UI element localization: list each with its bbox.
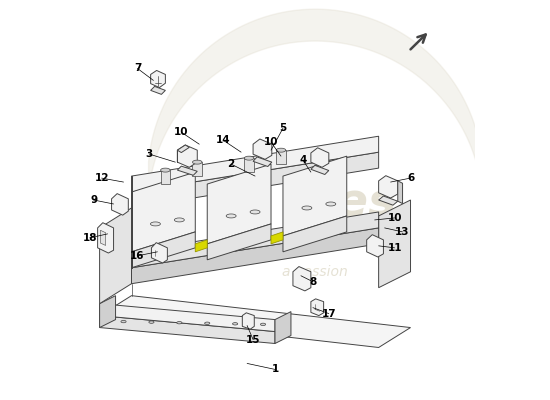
Ellipse shape xyxy=(151,222,161,226)
Polygon shape xyxy=(207,224,271,260)
Polygon shape xyxy=(100,208,131,304)
Ellipse shape xyxy=(226,214,236,218)
Ellipse shape xyxy=(276,148,286,152)
Polygon shape xyxy=(100,296,116,328)
Polygon shape xyxy=(398,181,403,204)
Text: 15: 15 xyxy=(246,334,260,344)
Polygon shape xyxy=(177,145,197,167)
Polygon shape xyxy=(112,194,128,215)
Polygon shape xyxy=(177,166,197,175)
Text: 10: 10 xyxy=(174,127,189,137)
Polygon shape xyxy=(378,176,398,198)
Text: 11: 11 xyxy=(387,243,402,253)
Ellipse shape xyxy=(149,321,154,323)
Polygon shape xyxy=(253,157,272,166)
Ellipse shape xyxy=(326,202,336,206)
Text: 12: 12 xyxy=(95,173,109,183)
Polygon shape xyxy=(97,223,113,253)
Polygon shape xyxy=(283,156,346,236)
Ellipse shape xyxy=(302,206,312,210)
Text: 1: 1 xyxy=(271,364,279,374)
Ellipse shape xyxy=(250,210,260,214)
Polygon shape xyxy=(271,232,283,244)
Polygon shape xyxy=(311,299,323,316)
Ellipse shape xyxy=(121,320,126,323)
Text: 3: 3 xyxy=(146,149,153,159)
Polygon shape xyxy=(275,312,291,344)
Polygon shape xyxy=(378,196,398,205)
Text: 4: 4 xyxy=(299,155,306,165)
Polygon shape xyxy=(283,216,346,252)
Text: 9: 9 xyxy=(90,195,97,205)
Polygon shape xyxy=(378,200,410,288)
Text: 10: 10 xyxy=(264,137,278,147)
Polygon shape xyxy=(100,304,275,332)
Polygon shape xyxy=(311,148,329,167)
Text: 14: 14 xyxy=(216,135,230,145)
Text: 18: 18 xyxy=(82,233,97,243)
Polygon shape xyxy=(243,313,254,329)
Ellipse shape xyxy=(177,322,182,324)
Ellipse shape xyxy=(192,160,202,164)
Ellipse shape xyxy=(205,322,210,324)
Polygon shape xyxy=(100,296,410,348)
Text: 17: 17 xyxy=(322,309,336,319)
Polygon shape xyxy=(131,232,195,268)
Polygon shape xyxy=(192,162,202,176)
Polygon shape xyxy=(151,86,166,94)
Text: 185: 185 xyxy=(378,261,403,274)
Text: 5: 5 xyxy=(279,123,287,133)
Text: 10: 10 xyxy=(387,213,402,223)
Polygon shape xyxy=(131,212,378,268)
Polygon shape xyxy=(131,136,378,192)
Ellipse shape xyxy=(233,323,238,325)
Polygon shape xyxy=(131,152,378,208)
Polygon shape xyxy=(100,316,275,344)
Polygon shape xyxy=(207,164,271,244)
Polygon shape xyxy=(177,145,189,152)
Polygon shape xyxy=(131,228,378,284)
Text: 13: 13 xyxy=(395,227,410,237)
Text: 16: 16 xyxy=(130,251,145,261)
Ellipse shape xyxy=(261,323,266,326)
Polygon shape xyxy=(293,266,311,291)
Polygon shape xyxy=(244,158,254,172)
Polygon shape xyxy=(367,235,383,257)
Ellipse shape xyxy=(244,156,254,160)
Polygon shape xyxy=(151,243,167,263)
Polygon shape xyxy=(161,170,170,184)
Polygon shape xyxy=(311,165,329,174)
Text: 2: 2 xyxy=(228,159,235,169)
Text: ces: ces xyxy=(309,182,397,226)
Polygon shape xyxy=(195,240,207,252)
Text: a passion: a passion xyxy=(282,265,348,279)
Text: 8: 8 xyxy=(309,277,316,287)
Text: 6: 6 xyxy=(407,173,414,183)
Text: 7: 7 xyxy=(134,64,141,74)
Polygon shape xyxy=(253,139,272,159)
Polygon shape xyxy=(101,230,106,246)
Polygon shape xyxy=(276,150,286,164)
Ellipse shape xyxy=(174,218,184,222)
Polygon shape xyxy=(131,172,195,252)
Polygon shape xyxy=(151,70,166,88)
Ellipse shape xyxy=(161,168,170,172)
